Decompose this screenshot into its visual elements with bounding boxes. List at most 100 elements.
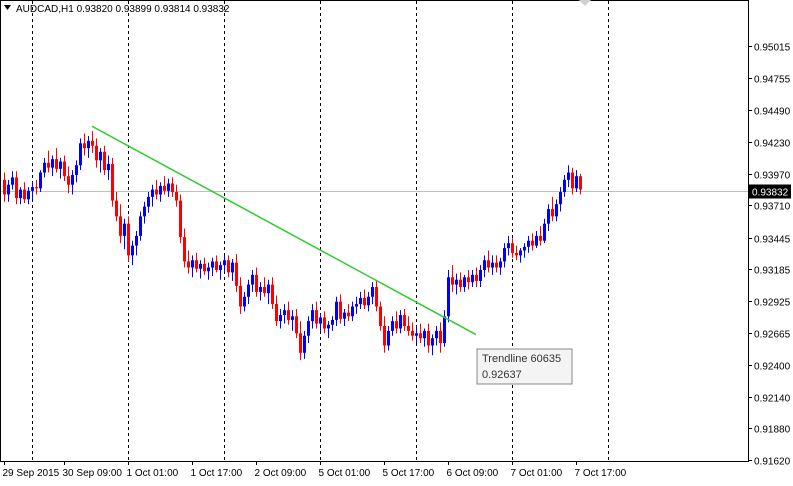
- dropdown-triangle-icon[interactable]: [4, 5, 11, 10]
- candle-body: [359, 297, 362, 305]
- price-tick-label: 0.92925: [754, 298, 791, 309]
- tooltip-line2: 0.92637: [482, 369, 522, 381]
- candle-body: [431, 338, 434, 346]
- candle-body: [387, 330, 390, 346]
- tooltip-box: [476, 348, 573, 385]
- trendline[interactable]: [91, 125, 477, 336]
- candle: [575, 170, 578, 193]
- candle-body: [275, 304, 278, 322]
- candle-body: [259, 287, 262, 292]
- candle-body: [243, 296, 246, 307]
- price-tick-label: 0.94230: [754, 139, 791, 150]
- candle: [315, 301, 318, 329]
- trendline-tooltip: Trendline 60635 0.92637: [476, 348, 573, 385]
- candle-body: [295, 316, 298, 334]
- candle-body: [127, 223, 130, 256]
- candle-body: [147, 196, 150, 207]
- candle: [459, 272, 462, 292]
- candle: [331, 316, 334, 331]
- candle-body: [3, 179, 6, 195]
- candle: [363, 289, 366, 309]
- candle: [387, 326, 390, 351]
- candle: [115, 192, 118, 222]
- candle-body: [515, 252, 518, 256]
- candle: [383, 316, 386, 353]
- candle: [407, 316, 410, 336]
- candle: [55, 148, 58, 173]
- candle: [159, 182, 162, 202]
- candle: [279, 308, 282, 329]
- candle: [319, 313, 322, 331]
- candle: [87, 135, 90, 158]
- candle-body: [255, 274, 258, 292]
- time-axis[interactable]: 29 Sep 2015 30 Sep 09:00 1 Oct 01:00 1 Oct …: [3, 461, 627, 479]
- candle: [439, 322, 442, 353]
- candle-body: [363, 297, 366, 306]
- candle: [67, 166, 70, 194]
- candle: [139, 211, 142, 241]
- candle: [475, 267, 478, 288]
- candle-body: [303, 335, 306, 353]
- candle-body: [163, 185, 166, 191]
- candle-body: [183, 237, 186, 262]
- candle: [155, 179, 158, 200]
- candle: [435, 326, 438, 346]
- candle: [79, 138, 82, 171]
- candle: [403, 308, 406, 331]
- candle-body: [543, 223, 546, 241]
- price-axis[interactable]: 0.95015 0.94755 0.94490 0.94230 0.93970 0.937…: [748, 43, 791, 468]
- candle-body: [119, 216, 122, 236]
- candle: [11, 171, 14, 190]
- candle: [463, 274, 466, 292]
- candle-body: [283, 310, 286, 316]
- candle-body: [15, 177, 18, 199]
- candle: [151, 184, 154, 207]
- candle-body: [39, 172, 42, 189]
- candle: [519, 248, 522, 263]
- candle-body: [287, 310, 290, 320]
- candle-body: [347, 312, 350, 317]
- price-tick-label: 0.93970: [754, 171, 791, 182]
- candle: [419, 323, 422, 344]
- time-tick-label: 6 Oct 09:00: [447, 468, 499, 479]
- candle: [443, 310, 446, 347]
- candle: [571, 167, 574, 195]
- candle-body: [47, 162, 50, 168]
- candle: [171, 177, 174, 197]
- candle: [207, 262, 210, 280]
- candle-body: [279, 315, 282, 322]
- candle: [455, 273, 458, 295]
- candle-body: [99, 151, 102, 161]
- candle-body: [371, 287, 374, 297]
- candle: [195, 252, 198, 273]
- candle-body: [207, 267, 210, 272]
- candle-body: [395, 321, 398, 329]
- shift-marker-icon[interactable]: [579, 0, 591, 6]
- candle: [379, 301, 382, 331]
- candle-body: [487, 260, 490, 268]
- candle-body: [23, 189, 26, 200]
- candle: [71, 170, 74, 195]
- candle-body: [251, 274, 254, 285]
- candle: [35, 179, 38, 195]
- candle-body: [215, 261, 218, 270]
- candle-body: [335, 301, 338, 320]
- candle-body: [407, 326, 410, 331]
- candle: [111, 157, 114, 207]
- candle: [543, 218, 546, 244]
- candle: [63, 155, 66, 182]
- plot-frame: [0, 0, 749, 462]
- candle: [231, 259, 234, 281]
- candle: [123, 218, 126, 250]
- current-price-label: 0.93832: [749, 184, 791, 199]
- candle: [359, 291, 362, 309]
- candle-body: [231, 262, 234, 273]
- candle: [287, 301, 290, 325]
- candle-body: [483, 260, 486, 270]
- candle-body: [179, 200, 182, 238]
- candle: [555, 199, 558, 222]
- current-price-value: 0.93832: [752, 188, 789, 199]
- candle: [259, 282, 262, 301]
